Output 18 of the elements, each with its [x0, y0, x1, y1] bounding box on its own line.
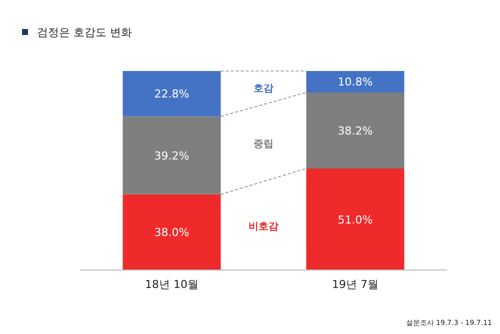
data-label: 10.8%: [338, 76, 373, 89]
data-label: 51.0%: [338, 213, 373, 226]
bar: [306, 71, 404, 92]
bar: [122, 116, 221, 194]
data-label: 39.2%: [154, 149, 190, 162]
chart-title: 검정은 호감도 변화: [37, 26, 132, 39]
bar: [306, 168, 404, 270]
data-label: 38.2%: [338, 124, 373, 138]
x-tick-label: 18년 10월: [145, 278, 198, 291]
text: 호감: [254, 84, 274, 95]
data-label: 38.0%: [154, 226, 190, 240]
bar: [122, 194, 221, 270]
text: 중립: [254, 138, 274, 150]
text: 비호감: [248, 222, 278, 233]
bar: [122, 71, 221, 116]
data-label: 22.8%: [154, 88, 190, 101]
x-tick-label: 19년 7월: [332, 278, 378, 291]
bar: [306, 92, 404, 169]
